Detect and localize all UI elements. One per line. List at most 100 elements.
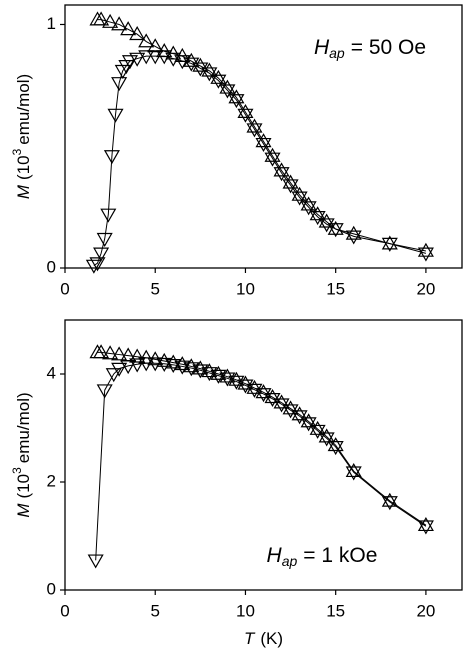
y-label-exponent: 3 [10,148,24,155]
data-point [183,57,200,72]
y-label-unit: emu/mol) [14,74,33,145]
x-tick-label: 15 [326,279,345,298]
y-label-text: (10 [14,474,33,499]
data-point [107,108,124,123]
data-point [85,259,102,274]
y-tick-label: 2 [47,471,56,490]
data-point [147,50,164,65]
data-point [327,437,344,452]
data-point [138,33,155,48]
x-tick-label: 20 [416,601,435,620]
data-point [264,389,281,404]
data-point [93,247,110,262]
data-point [273,167,290,182]
data-point [121,55,138,70]
series-line [97,351,427,526]
data-point [381,237,398,252]
data-point [237,108,254,123]
x-label-symbol: T [244,629,256,648]
data-point [300,201,317,216]
data-point [105,368,122,383]
data-point [201,67,218,82]
x-tick-label: 0 [60,601,69,620]
data-point [345,225,362,240]
data-point [300,196,317,211]
data-point [318,218,335,233]
data-point [210,74,227,89]
data-point [273,394,290,409]
data-point [255,133,272,148]
data-point [138,50,155,65]
data-point [219,79,236,94]
data-point [309,420,326,435]
data-point [96,232,113,247]
data-point [309,424,326,439]
data-point [129,26,146,41]
x-axis-label: T (K) [244,629,283,648]
x-label-unit: (K) [260,629,283,648]
data-point [264,152,281,167]
y-label-exponent: 3 [10,467,24,474]
data-point [327,223,344,238]
data-point [282,174,299,189]
data-point [246,118,263,133]
data-point [174,360,191,375]
data-point [264,147,281,162]
data-point [327,220,344,235]
data-point [111,362,128,377]
data-point [345,462,362,478]
data-point [237,103,254,118]
y-tick-label: 0 [47,579,56,598]
data-point [192,57,209,72]
plot-frame [64,319,463,591]
y-tick-label: 1 [47,14,56,33]
data-point [237,375,254,390]
data-point [103,150,120,165]
y-tick-label: 0 [47,257,56,276]
data-point [129,52,146,67]
data-point [111,346,128,361]
plot-frame [64,4,463,269]
data-point [255,384,272,399]
data-point [120,21,137,36]
data-point [102,345,119,360]
annotation-subscript: ap [329,45,345,61]
y-label-symbol: M [14,503,33,518]
data-point [300,417,317,432]
data-point [318,213,335,228]
data-point [219,84,236,99]
series-line [95,362,427,561]
data-point [89,257,106,272]
data-point [417,520,434,535]
data-point [147,357,164,372]
x-tick-label: 5 [150,279,159,298]
data-point [345,466,362,481]
data-point [264,392,281,408]
data-point [93,344,110,359]
data-point [417,516,434,532]
data-point [156,357,173,372]
data-point [282,179,299,194]
data-point [417,247,434,262]
data-point [318,428,335,443]
data-point [381,235,398,250]
annotation-symbol: H [267,544,283,567]
data-point [246,123,263,138]
data-point [111,77,128,92]
data-point [228,89,245,104]
data-point [228,94,245,109]
data-point [291,406,308,421]
x-tick-label: 15 [326,601,345,620]
annotation-symbol: H [314,36,330,59]
data-point [273,162,290,177]
data-point [255,137,272,153]
data-point [192,62,209,77]
series-line [93,55,427,266]
data-point [300,413,317,428]
y-label-symbol: M [14,184,33,199]
data-point [129,358,146,373]
data-point [327,441,344,456]
data-point [183,362,200,377]
annotation-text: = 1 kOe [303,544,377,567]
